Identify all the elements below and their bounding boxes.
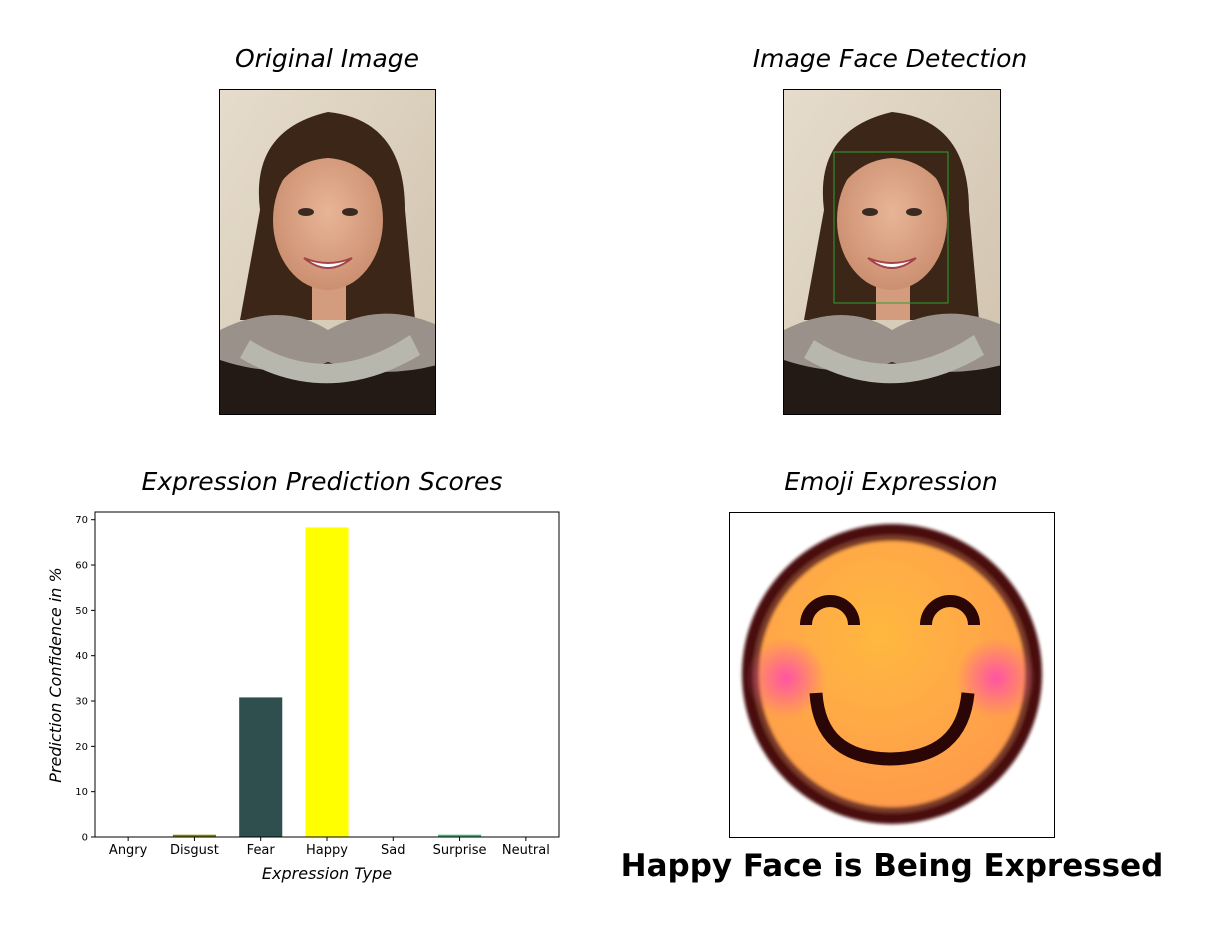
chart-ylabel: Prediction Confidence in %	[46, 567, 65, 782]
y-tick-label: 20	[75, 742, 88, 753]
emoji-face	[742, 524, 1042, 824]
emoji-left-eye	[800, 595, 860, 626]
y-tick-label: 60	[75, 561, 88, 572]
y-tick-label: 70	[75, 515, 88, 526]
bar-surprise	[438, 834, 482, 837]
y-tick-label: 40	[75, 651, 88, 662]
x-tick-label-angry: Angry	[109, 843, 148, 858]
original-image-title: Original Image	[234, 44, 420, 73]
x-tick-label-disgust: Disgust	[170, 843, 219, 858]
face-detection-photo	[783, 89, 1001, 415]
chart-axes-frame	[94, 511, 560, 838]
chart-xlabel: Expression Type	[262, 864, 392, 883]
y-tick-label: 0	[82, 833, 88, 844]
face-bounding-box	[833, 151, 949, 304]
x-tick-label-happy: Happy	[306, 843, 348, 858]
x-tick-label-neutral: Neutral	[502, 843, 550, 858]
bar-fear	[239, 697, 283, 837]
y-tick-label: 30	[75, 697, 88, 708]
bar-disgust	[172, 834, 216, 837]
expression-caption: Happy Face is Being Expressed	[620, 848, 1164, 884]
bar-happy	[305, 527, 349, 837]
chart-title: Expression Prediction Scores	[141, 467, 503, 496]
emoji-title: Emoji Expression	[784, 467, 998, 496]
emoji-frame	[729, 512, 1055, 838]
expression-chart: 0 10 20 30 40 50 60 70 Angry Disgust Fear Happy Sad…	[46, 511, 560, 883]
face-detection-title: Image Face Detection	[752, 44, 1028, 73]
x-tick-label-fear: Fear	[247, 843, 276, 858]
x-tick-label-surprise: Surprise	[433, 843, 487, 858]
x-tick-label-sad: Sad	[381, 843, 405, 858]
emoji-right-eye	[920, 595, 980, 626]
original-photo	[219, 89, 436, 415]
y-tick-label: 50	[75, 606, 88, 617]
y-tick-label: 10	[75, 787, 88, 798]
emoji-smile	[809, 692, 975, 766]
